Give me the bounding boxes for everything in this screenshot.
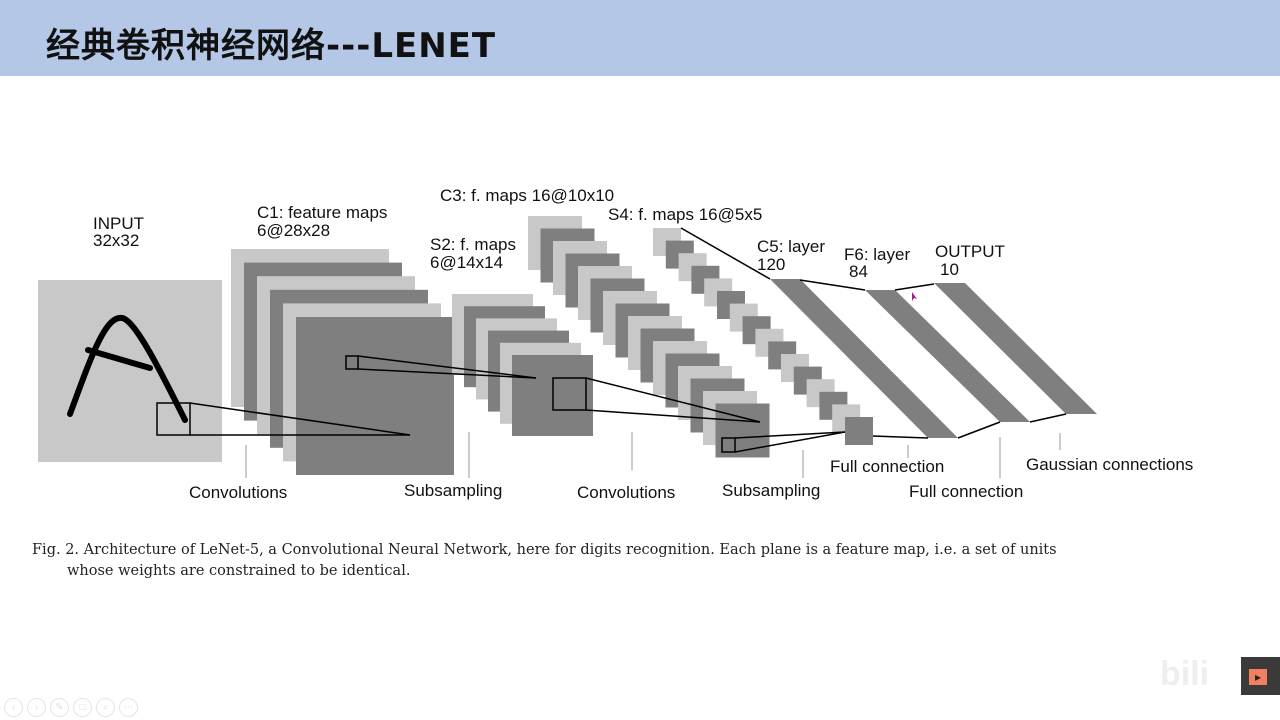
input-size: 32x32 [93, 231, 139, 250]
c3-feature-map [715, 403, 770, 458]
s4-feature-map [845, 417, 873, 445]
op-convolutions-2: Convolutions [577, 483, 675, 502]
cursor-icon [912, 292, 917, 301]
caption-line-1: Fig. 2. Architecture of LeNet-5, a Convo… [32, 542, 1057, 558]
output-label: OUTPUT [935, 242, 1005, 261]
figure-caption: Fig. 2. Architecture of LeNet-5, a Convo… [32, 540, 1242, 582]
input-label: INPUT [93, 214, 144, 233]
c5-size: 120 [757, 255, 785, 274]
c5-layer [770, 279, 958, 438]
title-bar: 经典卷积神经网络---LENET [0, 0, 1280, 76]
f6-label: F6: layer [844, 245, 910, 264]
letter-a-icon [67, 314, 188, 423]
s4-label: S4: f. maps 16@5x5 [608, 205, 762, 224]
op-full-connection-2: Full connection [909, 482, 1023, 501]
more-icon[interactable]: ⋯ [119, 698, 138, 717]
op-subsampling-1: Subsampling [404, 481, 502, 500]
label-ticks [245, 432, 1061, 478]
watermark-logo: bili [1160, 655, 1210, 693]
c3-label: C3: f. maps 16@10x10 [440, 186, 614, 205]
slide-title: 经典卷积神经网络---LENET [46, 26, 497, 66]
pen-icon[interactable]: ✎ [50, 698, 69, 717]
op-full-connection-1: Full connection [830, 457, 944, 476]
slide-toolbar: ‹ › ✎ □ ⌕ ⋯ [4, 698, 138, 717]
c1-label: C1: feature maps [257, 203, 387, 222]
output-size: 10 [940, 260, 959, 279]
output-layer [934, 283, 1097, 414]
c5-label: C5: layer [757, 237, 825, 256]
next-icon[interactable]: › [27, 698, 46, 717]
op-subsampling-2: Subsampling [722, 481, 820, 500]
s2-label: S2: f. maps [430, 235, 516, 254]
c1-feature-map [296, 317, 454, 475]
caption-line-2: whose weights are constrained to be iden… [67, 563, 411, 579]
op-gaussian: Gaussian connections [1026, 455, 1193, 474]
copy-icon[interactable]: □ [73, 698, 92, 717]
f6-size: 84 [849, 262, 868, 281]
input-plane [38, 280, 222, 462]
c1-size: 6@28x28 [257, 221, 330, 240]
zoom-icon[interactable]: ⌕ [96, 698, 115, 717]
prev-icon[interactable]: ‹ [4, 698, 23, 717]
f6-layer [865, 290, 1030, 422]
connection-lines [156, 227, 1067, 453]
play-logo-icon: ▸ [1241, 657, 1280, 695]
op-convolutions-1: Convolutions [189, 483, 287, 502]
s2-size: 6@14x14 [430, 253, 503, 272]
